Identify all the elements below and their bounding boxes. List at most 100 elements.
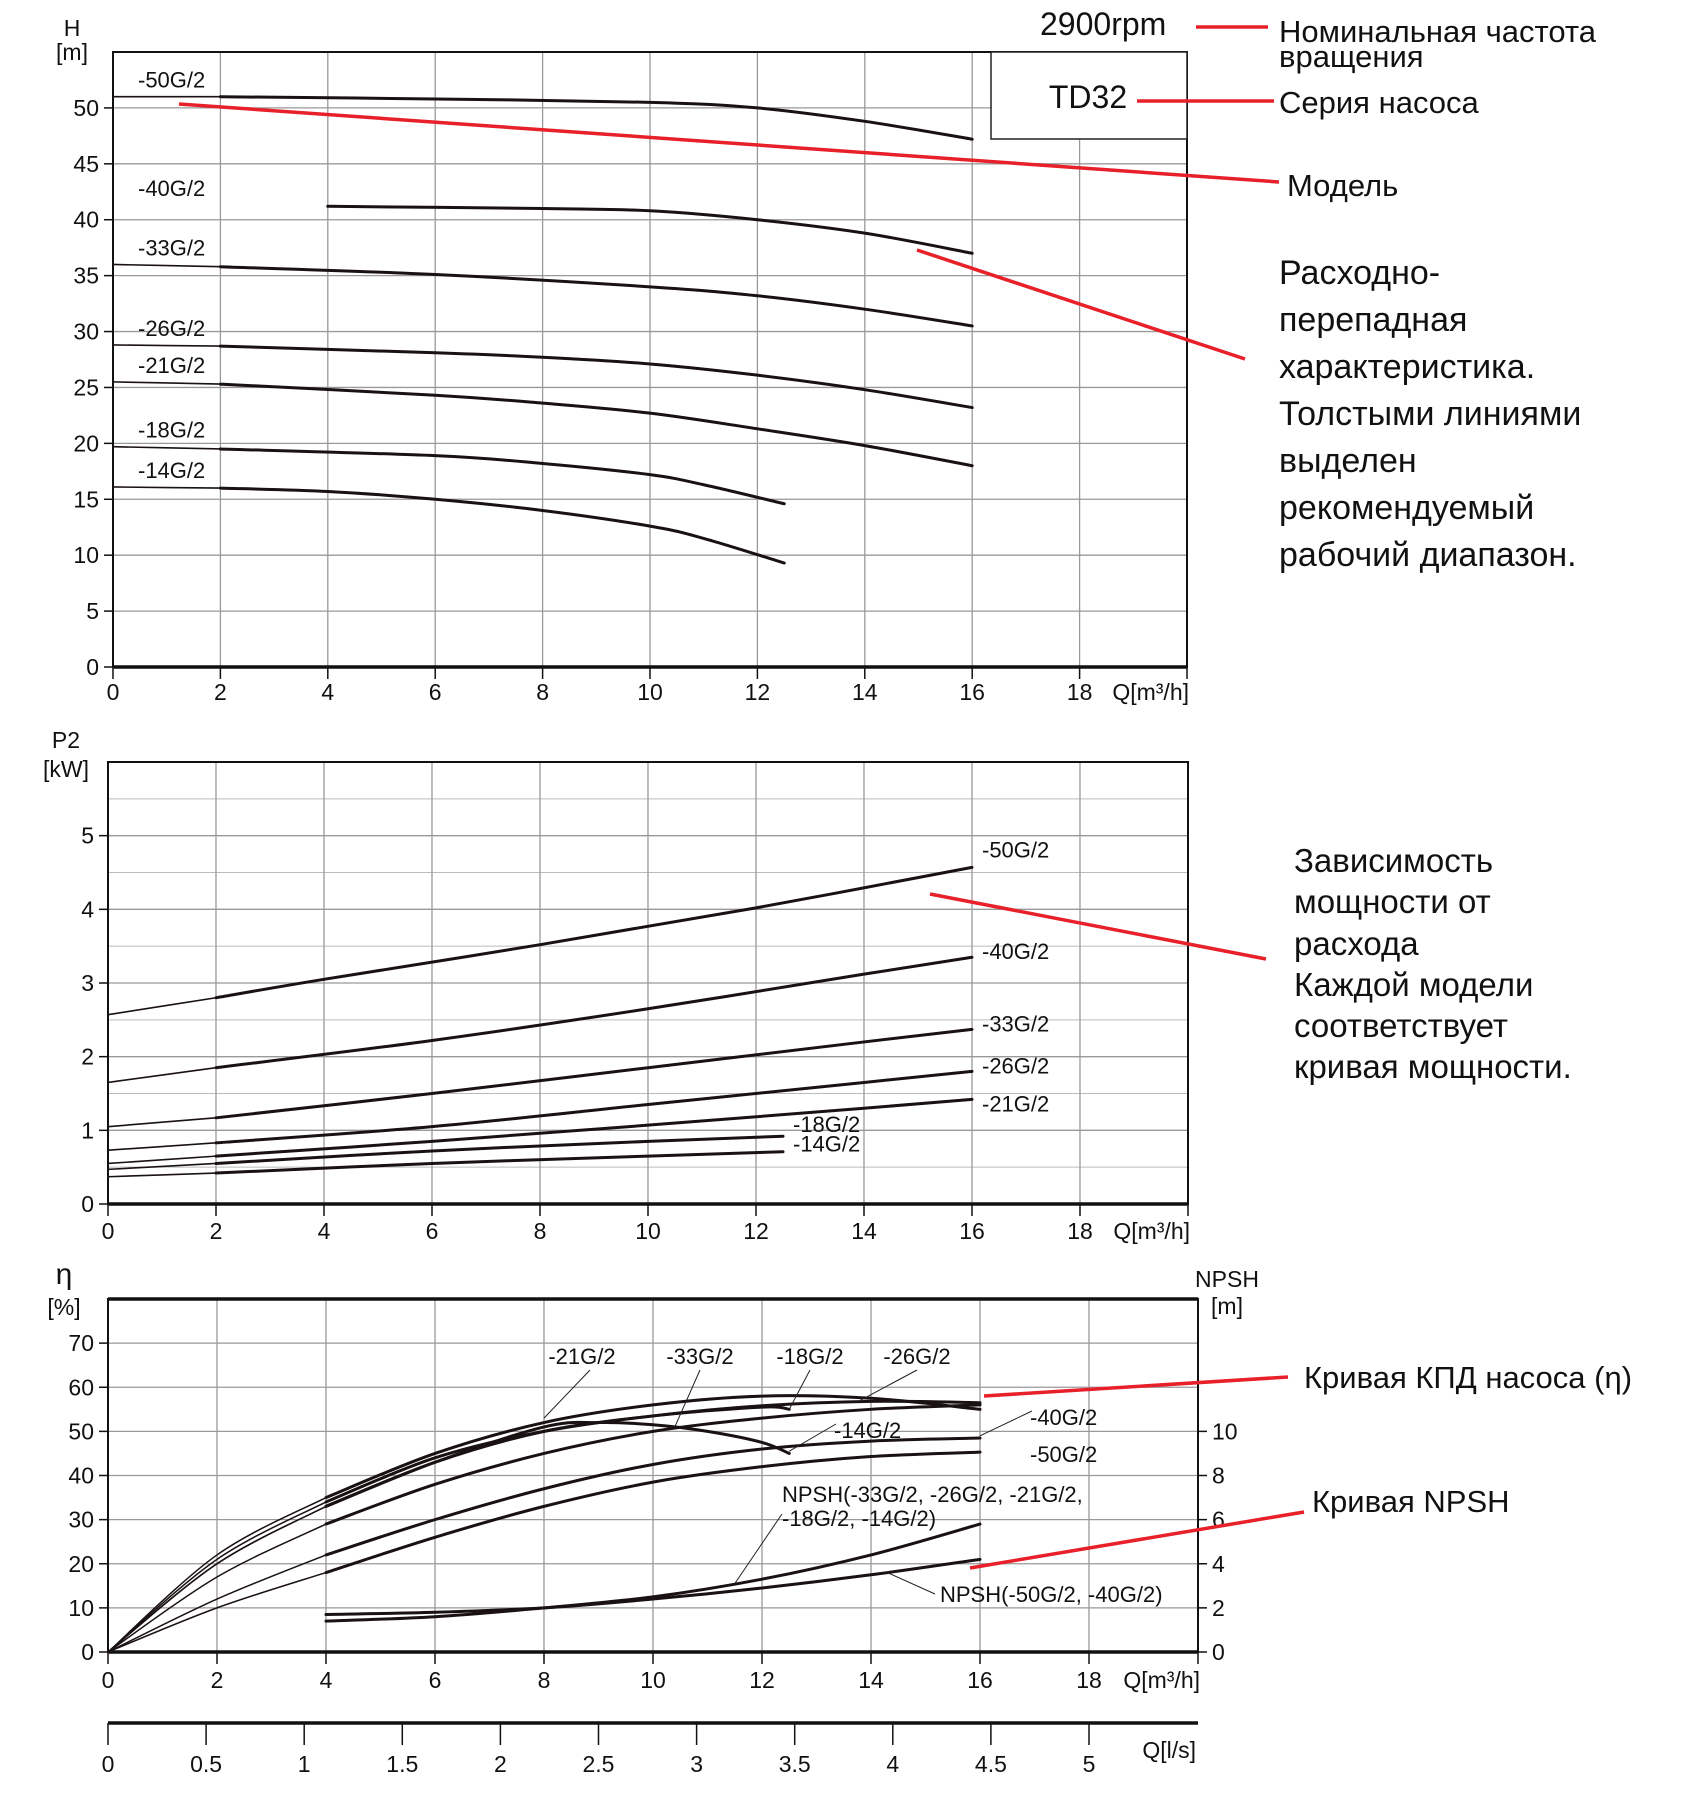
rpm-note-line: вращения — [1279, 39, 1424, 74]
leader-line — [979, 1410, 1033, 1437]
y-tick-label: 30 — [73, 319, 99, 345]
y-tick-label: 4 — [81, 896, 94, 922]
x2-tick-label: 3 — [690, 1751, 703, 1777]
y-axis-label: η — [56, 1258, 73, 1291]
power-curve — [214, 865, 974, 1000]
y2-tick-label: 0 — [1212, 1639, 1225, 1665]
head-curve — [218, 344, 974, 410]
head-note-line: рабочий диапазон. — [1279, 536, 1577, 574]
y-axis-label: H — [64, 15, 81, 41]
x-tick-label: 2 — [210, 1218, 223, 1244]
power-curve — [107, 1172, 217, 1178]
x-tick-label: 4 — [320, 1667, 333, 1693]
x-tick-label: 2 — [214, 679, 227, 705]
series-label: -21G/2 — [548, 1344, 615, 1369]
series-label: -26G/2 — [138, 316, 205, 341]
x-tick-label: 12 — [749, 1667, 775, 1693]
series-box — [990, 51, 1188, 140]
x-tick-label: 16 — [967, 1667, 993, 1693]
efficiency-curve — [324, 1420, 791, 1508]
y-tick-label: 3 — [81, 970, 94, 996]
x-tick-label: 14 — [851, 1218, 877, 1244]
efficiency-curve — [107, 1571, 327, 1653]
x-tick-label: 0 — [102, 1218, 115, 1244]
y-tick-label: 0 — [81, 1639, 94, 1665]
x2-tick-label: 2.5 — [583, 1751, 615, 1777]
x2-tick-label: 1 — [298, 1751, 311, 1777]
efficiency-curve — [324, 1450, 982, 1575]
x-tick-label: 6 — [426, 1218, 439, 1244]
npsh-pointer — [969, 1510, 1305, 1570]
x-axis-label: Q[m³/h] — [1112, 679, 1189, 705]
y-tick-label: 40 — [73, 207, 99, 233]
series-label: -21G/2 — [982, 1091, 1049, 1116]
series-label: -18G/2, -14G/2) — [782, 1506, 936, 1531]
efficiency-curve — [107, 1501, 327, 1653]
head-note: Расходно- перепадная характеристика. Тол… — [1279, 254, 1581, 574]
power-curve — [214, 1097, 974, 1158]
head-curve — [112, 344, 222, 347]
y-tick-label: 25 — [73, 374, 99, 400]
y-tick-label: 0 — [86, 654, 99, 680]
efficiency-curve — [324, 1394, 982, 1500]
y-tick-label: 40 — [68, 1463, 94, 1489]
annotations: 2900rpm Номинальная частота вращения TD3… — [178, 6, 1632, 1570]
x2-tick-label: 2 — [494, 1751, 507, 1777]
efficiency-curve — [107, 1523, 327, 1653]
x-tick-label: 18 — [1076, 1667, 1102, 1693]
leader-line — [788, 1369, 811, 1410]
power-curve — [214, 1069, 974, 1145]
head-note-line: выделен — [1279, 442, 1417, 480]
head-note-line: характеристика. — [1279, 348, 1535, 386]
head-curve — [218, 486, 786, 565]
head-pointer — [916, 248, 1246, 361]
head-curve — [112, 445, 222, 450]
x2-tick-label: 1.5 — [386, 1751, 418, 1777]
efficiency-curve — [324, 1436, 982, 1557]
x2-tick-label: 4.5 — [975, 1751, 1007, 1777]
power-pointer — [929, 892, 1267, 961]
y-tick-label: 15 — [73, 486, 99, 512]
head-note-line: перепадная — [1279, 301, 1467, 339]
x-tick-label: 0 — [102, 1667, 115, 1693]
npsh-note: Кривая NPSH — [1312, 1484, 1510, 1519]
series-label: -26G/2 — [982, 1053, 1049, 1078]
head-curve — [326, 204, 974, 255]
power-curve — [214, 1150, 785, 1175]
x-tick-label: 18 — [1067, 1218, 1093, 1244]
leader-line — [674, 1369, 701, 1428]
y-tick-label: 20 — [68, 1551, 94, 1577]
head-curve — [218, 95, 974, 141]
series-label: -18G/2 — [793, 1112, 860, 1137]
x-tick-label: 6 — [429, 1667, 442, 1693]
y-tick-label: 20 — [73, 430, 99, 456]
power-note: Зависимость мощности от расхода Каждой м… — [1294, 842, 1572, 1085]
series-label: -14G/2 — [793, 1132, 860, 1157]
efficiency-note: Кривая КПД насоса (η) — [1304, 1360, 1632, 1395]
series-label: TD32 — [1049, 79, 1127, 115]
y-tick-label: 1 — [81, 1117, 94, 1143]
y-tick-label: 50 — [68, 1418, 94, 1444]
leader-line — [887, 1572, 936, 1595]
x-tick-label: 2 — [211, 1667, 224, 1693]
efficiency-pointer — [983, 1375, 1289, 1398]
rpm-note-line: Номинальная частота — [1279, 14, 1597, 49]
series-label: -26G/2 — [883, 1344, 950, 1369]
series-note: Серия насоса — [1279, 85, 1480, 120]
series-label: -14G/2 — [138, 458, 205, 483]
npsh-curve — [324, 1522, 982, 1623]
leader-line — [788, 1423, 837, 1452]
power-curve — [107, 996, 217, 1016]
power-curve — [214, 955, 974, 1070]
model-note: Модель — [1287, 168, 1398, 203]
power-curve — [107, 1155, 217, 1165]
power-curve — [214, 1027, 974, 1120]
series-label: -50G/2 — [138, 68, 205, 93]
flow-ls-axis: 0 0.5 1 1.5 2 2.5 3 3.5 4 4.5 5 Q[l/s] — [102, 1721, 1198, 1777]
power-note-line: Зависимость — [1294, 842, 1493, 879]
y-tick-label: 70 — [68, 1330, 94, 1356]
power-note-line: расхода — [1294, 925, 1419, 962]
series-label: -40G/2 — [1030, 1405, 1097, 1430]
head-curve — [112, 381, 222, 385]
y-tick-label: 0 — [81, 1191, 94, 1217]
